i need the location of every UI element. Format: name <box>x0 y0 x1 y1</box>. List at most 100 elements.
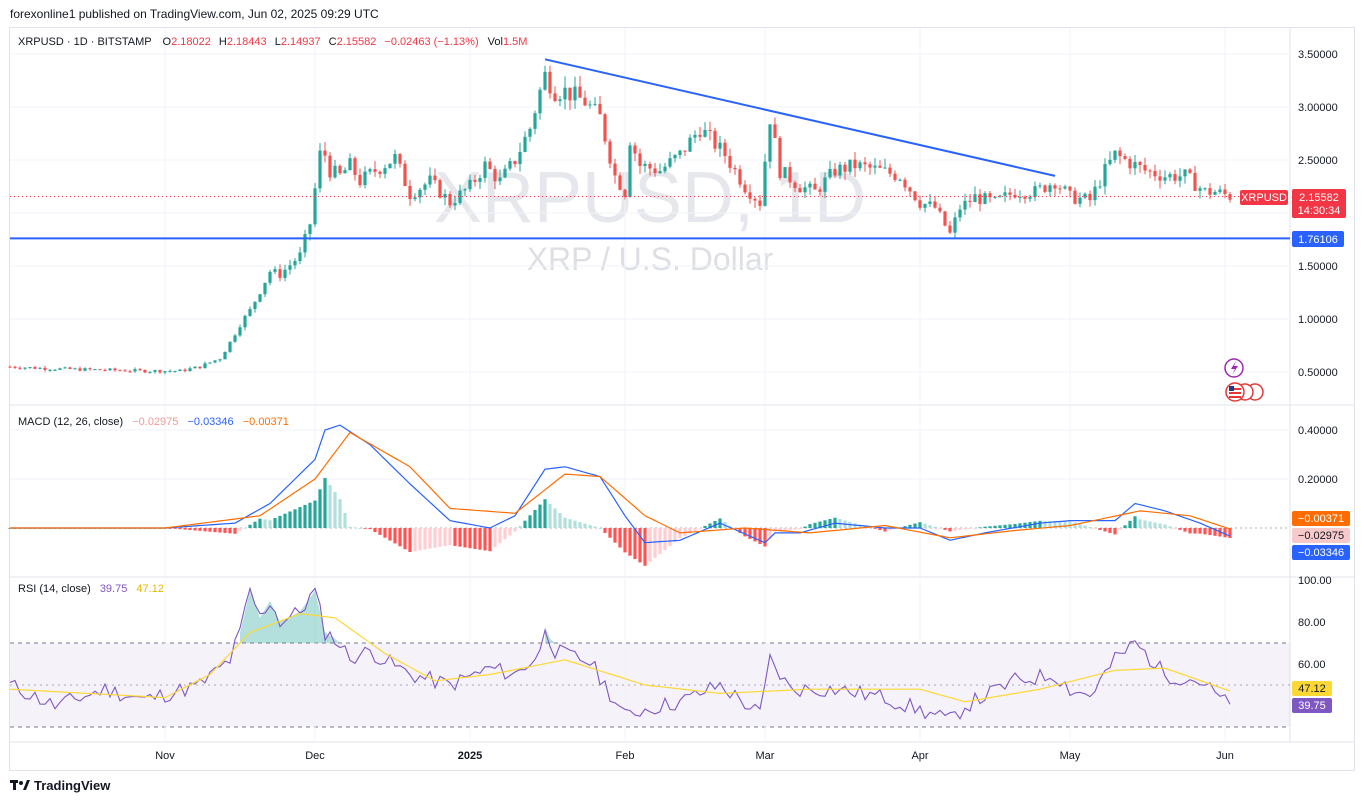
candle-body <box>1178 176 1182 181</box>
macd-histogram-bar <box>1138 519 1142 528</box>
candle-body <box>908 187 912 192</box>
macd-histogram-bar <box>1108 528 1112 533</box>
macd-histogram-bar <box>478 528 482 550</box>
candle-body <box>728 156 732 168</box>
candle-body <box>988 193 992 198</box>
macd-histogram-bar <box>1213 528 1217 536</box>
macd-histogram-bar <box>538 504 542 528</box>
candle-body <box>48 369 52 371</box>
candle-body <box>703 129 707 137</box>
candle-body <box>1053 185 1057 189</box>
candle-body <box>1168 174 1172 178</box>
macd-histogram-bar <box>1038 520 1042 528</box>
macd-histogram-bar <box>438 528 442 547</box>
macd-histogram-bar <box>288 511 292 528</box>
candle-body <box>233 335 237 342</box>
candle-body <box>708 129 712 131</box>
candle-body <box>303 234 307 253</box>
main-legend: XRPUSD · 1D · BITSTAMP O2.18022 H2.18443… <box>18 36 527 48</box>
macd-histogram-bar <box>1033 521 1037 528</box>
rsi-legend: RSI (14, close) 39.75 47.12 <box>18 583 164 595</box>
candle-body <box>363 171 367 186</box>
candle-body <box>1083 193 1087 198</box>
candle-body <box>948 225 952 233</box>
tradingview-footer[interactable]: TradingView <box>10 778 110 793</box>
macd-histogram-bar <box>428 528 432 549</box>
candle-body <box>53 369 57 371</box>
macd-histogram-bar <box>1228 528 1232 538</box>
candle-body <box>783 167 787 178</box>
candle-body <box>1153 170 1157 177</box>
legend-vol: 1.5M <box>503 36 527 48</box>
macd-histogram-bar <box>273 518 277 528</box>
macd-histogram-bar <box>708 523 712 528</box>
macd-histogram-bar <box>333 492 337 528</box>
candle-body <box>648 163 652 169</box>
candle-body <box>593 103 597 105</box>
candle-body <box>968 200 972 203</box>
macd-histogram-bar <box>518 526 522 528</box>
macd-histogram-bar <box>1133 516 1137 528</box>
candle-body <box>833 168 837 176</box>
macd-histogram-bar <box>1188 528 1192 534</box>
macd-legend: MACD (12, 26, close) −0.02975 −0.03346 −… <box>18 416 289 428</box>
macd-histogram-bar <box>953 528 957 531</box>
candle-body <box>918 200 922 208</box>
candle-body <box>453 203 457 206</box>
candle-body <box>1078 197 1082 204</box>
candle-body <box>8 366 12 368</box>
candle-body <box>323 150 327 156</box>
candle-body <box>413 197 417 200</box>
candle-body <box>943 211 947 226</box>
macd-histogram-bar <box>778 528 782 532</box>
time-tick-label: Nov <box>155 750 175 762</box>
macd-histogram-bar <box>738 528 742 533</box>
candle-body <box>448 194 452 206</box>
candle-body <box>23 367 27 369</box>
candle-body <box>423 184 427 190</box>
macd-histogram-bar <box>523 520 527 528</box>
badge-macd-signal: −0.00371 <box>1298 513 1344 525</box>
candle-body <box>458 190 462 204</box>
macd-histogram-bar <box>383 528 387 538</box>
rsi-ma-line <box>9 612 1231 703</box>
candle-body <box>528 128 532 137</box>
macd-histogram-bar <box>498 528 502 544</box>
macd-histogram-bar <box>643 528 647 566</box>
candle-body <box>508 161 512 169</box>
candle-body <box>1003 192 1007 196</box>
macd-histogram-bar <box>328 485 332 528</box>
macd-histogram-bar <box>198 528 202 531</box>
lightning-icon[interactable] <box>1224 358 1244 378</box>
macd-histogram-bar <box>448 528 452 546</box>
macd-histogram-bar <box>808 524 812 528</box>
candle-body <box>243 315 247 328</box>
candle-body <box>773 124 777 138</box>
macd-histogram-bar <box>463 528 467 548</box>
grid <box>10 28 1290 742</box>
candle-body <box>213 360 217 363</box>
candle-body <box>268 271 272 283</box>
macd-histogram-bar <box>213 528 217 533</box>
candle-body <box>198 366 202 369</box>
macd-histogram-bar <box>828 518 832 528</box>
candle-body <box>788 167 792 183</box>
candle-body <box>93 369 97 371</box>
macd-histogram-bar <box>1168 526 1172 528</box>
macd-histogram-bar <box>283 513 287 528</box>
macd-histogram-bar <box>813 522 817 528</box>
candle-body <box>313 188 317 225</box>
us-flag-icons[interactable] <box>1225 382 1264 402</box>
overlays <box>10 58 1290 240</box>
candle-body <box>258 294 262 302</box>
candle-body <box>718 142 722 149</box>
candle-body <box>778 137 782 178</box>
macd-histogram-bar <box>1158 523 1162 528</box>
chart-frame[interactable] <box>9 27 1355 771</box>
macd-histogram-bar <box>1178 528 1182 530</box>
macd-histogram-bar <box>203 528 207 532</box>
candle-body <box>288 265 292 270</box>
macd-histogram-bar <box>293 509 297 528</box>
macd-histogram-bar <box>658 528 662 554</box>
